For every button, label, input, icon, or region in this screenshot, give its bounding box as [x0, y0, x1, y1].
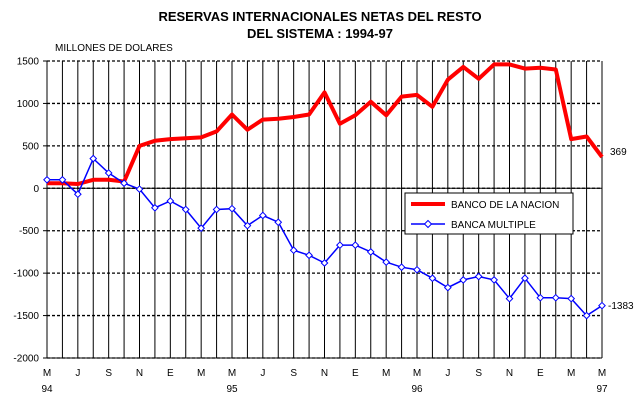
- legend-marker-banca-multiple: [423, 219, 433, 229]
- data-point-banca-multiple: [89, 154, 98, 163]
- x-tick-label: N: [321, 368, 328, 379]
- end-label-banca-multiple: -1383: [608, 301, 634, 312]
- legend-box: [404, 192, 574, 235]
- data-point-banca-multiple: [551, 293, 560, 302]
- year-label: 96: [411, 384, 423, 395]
- y-tick-label: 0: [33, 184, 39, 195]
- series-layer: [43, 62, 606, 320]
- y-axis-unit-label: MILLONES DE DOLARES: [55, 43, 173, 54]
- data-point-banca-multiple: [320, 259, 329, 267]
- data-point-banca-multiple: [181, 205, 190, 214]
- data-point-banca-multiple: [151, 203, 159, 212]
- data-point-banca-multiple: [43, 175, 51, 184]
- x-tick-label: E: [167, 368, 174, 379]
- y-tick-label: 500: [22, 141, 39, 152]
- x-tick-label: M: [197, 368, 205, 379]
- data-point-banca-multiple: [336, 241, 344, 250]
- data-point-banca-multiple: [536, 293, 545, 302]
- x-tick-label: M: [413, 368, 421, 379]
- x-tick-label: N: [506, 368, 513, 379]
- data-point-banca-multiple: [58, 175, 67, 184]
- data-point-banca-multiple: [104, 169, 113, 177]
- y-tick-labels: 1500 1000 500 0 -500 -1000 -1500 -2000: [13, 57, 47, 365]
- data-point-banca-multiple: [73, 190, 82, 199]
- x-tick-label: M: [598, 368, 606, 379]
- x-tick-label: E: [537, 368, 544, 379]
- data-point-banca-multiple: [428, 274, 437, 283]
- data-point-banca-multiple: [598, 301, 606, 310]
- data-point-banca-multiple: [166, 197, 175, 205]
- year-label: 95: [226, 384, 238, 395]
- x-tick-label: S: [290, 368, 297, 379]
- data-point-banca-multiple: [305, 251, 313, 260]
- y-tick-label: 1500: [17, 57, 40, 68]
- y-tick-label: -500: [19, 226, 39, 237]
- x-tick-label: M: [228, 368, 236, 379]
- x-tick-label: N: [136, 368, 143, 379]
- y-tick-label: 1000: [17, 99, 40, 110]
- y-tick-label: -1000: [13, 269, 39, 280]
- data-point-banca-multiple: [197, 224, 206, 233]
- data-point-banca-multiple: [120, 179, 128, 188]
- data-point-banca-multiple: [443, 283, 452, 292]
- y-tick-label: -1500: [13, 311, 39, 322]
- data-point-banca-multiple: [459, 276, 468, 284]
- x-tick-label: S: [105, 368, 112, 379]
- data-point-banca-multiple: [212, 205, 221, 214]
- data-point-banca-multiple: [243, 221, 252, 230]
- data-point-banca-multiple: [413, 265, 421, 274]
- data-point-banca-multiple: [490, 276, 498, 284]
- legend-label-banco-de-la-nacion: BANCO DE LA NACION: [451, 200, 559, 211]
- data-point-banca-multiple: [567, 294, 576, 303]
- x-tick-label: S: [475, 368, 482, 379]
- x-tick-label: M: [567, 368, 575, 379]
- data-point-banca-multiple: [228, 204, 236, 213]
- x-tick-label: J: [260, 368, 265, 379]
- data-point-banca-multiple: [289, 246, 298, 255]
- data-point-banca-multiple: [521, 274, 529, 283]
- x-tick-label: E: [352, 368, 359, 379]
- data-point-banca-multiple: [258, 211, 267, 220]
- x-tick-labels: M J S N E M M J S N E M M J S N E M M 94 95 96 97: [41, 368, 608, 395]
- data-point-banca-multiple: [366, 248, 375, 256]
- data-point-banca-multiple: [382, 258, 391, 267]
- data-point-banca-multiple: [274, 218, 283, 227]
- x-tick-label: M: [382, 368, 390, 379]
- data-point-banca-multiple: [582, 311, 591, 320]
- y-tick-label: -2000: [13, 354, 39, 365]
- legend-label-banca-multiple: BANCA MULTIPLE: [451, 220, 536, 231]
- data-point-banca-multiple: [351, 241, 360, 250]
- x-tick-label: J: [75, 368, 80, 379]
- legend: BANCO DE LA NACION BANCA MULTIPLE: [404, 192, 574, 235]
- end-label-banco-de-la-nacion: 369: [610, 147, 627, 158]
- year-label: 97: [596, 384, 608, 395]
- data-point-banca-multiple: [505, 294, 514, 303]
- chart-title-line1: RESERVAS INTERNACIONALES NETAS DEL RESTO: [158, 9, 481, 24]
- x-tick-label: M: [43, 368, 51, 379]
- series-line-banco-de-la-nacion: [47, 62, 604, 186]
- year-label: 94: [41, 384, 53, 395]
- x-tick-label: J: [445, 368, 450, 379]
- data-point-banca-multiple: [135, 185, 144, 194]
- chart-title-line2: DEL SISTEMA : 1994-97: [247, 26, 393, 41]
- data-point-banca-multiple: [474, 272, 483, 281]
- data-point-banca-multiple: [397, 263, 406, 272]
